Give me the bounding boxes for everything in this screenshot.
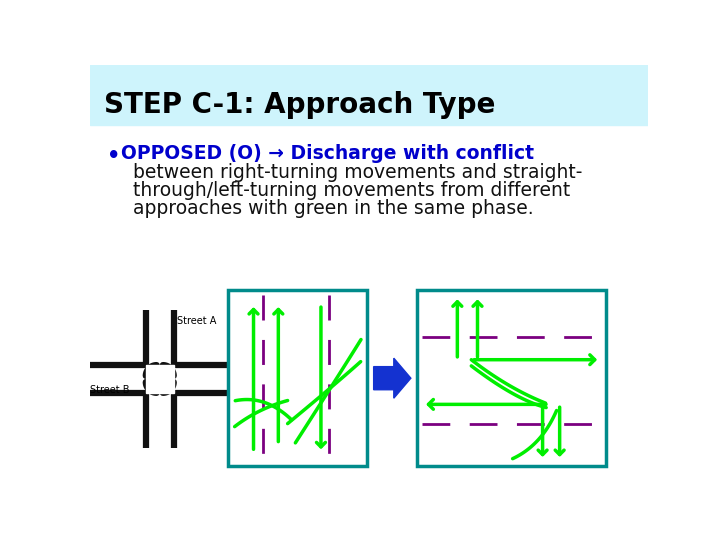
Text: STEP C-1: Approach Type: STEP C-1: Approach Type bbox=[104, 91, 495, 119]
Text: OPPOSED (O) → Discharge with conflict: OPPOSED (O) → Discharge with conflict bbox=[121, 144, 534, 163]
Text: between right-turning movements and straight-: between right-turning movements and stra… bbox=[132, 164, 582, 183]
Text: •: • bbox=[107, 146, 120, 166]
Bar bbox=[145, 365, 174, 393]
Text: approaches with green in the same phase.: approaches with green in the same phase. bbox=[132, 199, 534, 218]
FancyArrow shape bbox=[374, 358, 411, 398]
Text: Street B: Street B bbox=[90, 385, 130, 395]
Bar bbox=[90, 65, 648, 125]
Bar bbox=[228, 291, 367, 466]
Text: Street A: Street A bbox=[177, 316, 216, 326]
Text: through/left-turning movements from different: through/left-turning movements from diff… bbox=[132, 181, 570, 200]
Bar bbox=[417, 291, 606, 466]
